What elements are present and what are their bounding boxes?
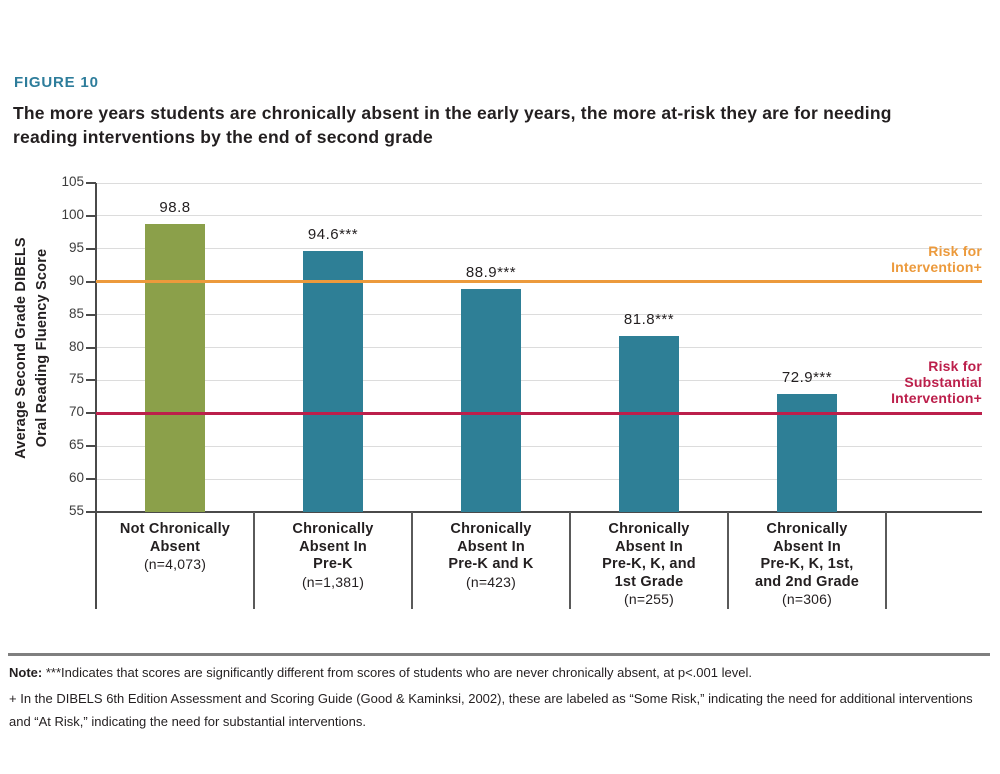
category-label-line: Absent In	[773, 538, 841, 555]
bar	[145, 223, 205, 512]
y-tick-label: 85	[68, 305, 84, 321]
gridline	[96, 314, 982, 316]
bar-value-label: 72.9***	[781, 369, 833, 387]
category-n-label: (n=1,381)	[301, 573, 365, 590]
bar-value-label: 94.6***	[307, 226, 359, 244]
category-label: Chronically Absent In Pre-K and K (n=423)	[412, 521, 570, 591]
y-tick	[86, 214, 96, 217]
reference-line-label-line: Risk for	[928, 242, 982, 259]
y-axis-line	[95, 183, 97, 609]
bar-value-label: 88.9***	[465, 263, 517, 281]
reference-line-label-line: Intervention+	[891, 390, 982, 407]
y-tick-label: 105	[61, 174, 84, 189]
figure-title-line2: reading interventions by the end of seco…	[13, 127, 433, 147]
category-label: Not Chronically Absent (n=4,073)	[96, 521, 254, 574]
category-label-line: Chronically	[450, 521, 532, 537]
category-divider	[885, 512, 887, 609]
category-n-label: (n=4,073)	[143, 556, 207, 572]
category-label-line: Absent In	[615, 538, 683, 555]
category-divider	[569, 512, 571, 609]
reference-line	[96, 280, 982, 284]
category-divider	[253, 512, 255, 609]
reference-line-label: Risk for Intervention+	[891, 243, 982, 275]
bar-value-label: 81.8***	[623, 310, 675, 328]
y-tick	[86, 478, 96, 481]
bar	[303, 251, 363, 512]
note-label: Note:	[9, 665, 43, 680]
category-n-label: (n=423)	[465, 573, 517, 590]
gridline	[96, 248, 982, 250]
y-axis-title-line: Oral Reading Fluency Score	[34, 248, 50, 448]
gridline	[96, 347, 982, 348]
notes-divider	[8, 653, 990, 656]
figure-label: FIGURE 10	[14, 74, 99, 91]
y-axis-title: Average Second Grade DIBELS Oral Reading …	[11, 183, 55, 513]
y-tick-label: 90	[68, 272, 84, 288]
y-tick-label: 100	[61, 206, 84, 222]
y-tick	[86, 346, 96, 349]
category-label-line: Chronically	[608, 521, 690, 537]
gridline	[96, 478, 982, 480]
gridline	[96, 215, 982, 217]
y-tick-label: 60	[68, 470, 84, 486]
note-dibels-line2: and “At Risk,” indicating the need for s…	[9, 713, 366, 729]
y-tick-label: 80	[68, 338, 84, 354]
note-significance-text: ***Indicates that scores are significant…	[42, 665, 752, 680]
bar	[461, 288, 521, 512]
category-label-line: 1st Grade	[614, 573, 684, 590]
reference-line-label-line: Risk for	[928, 358, 982, 375]
category-label-line: Absent	[149, 538, 201, 555]
y-tick	[86, 412, 96, 415]
y-tick-label: 95	[68, 239, 84, 255]
category-label-line: Pre-K	[313, 556, 353, 572]
bar-value-label: 98.8	[159, 198, 191, 216]
y-tick	[86, 280, 96, 283]
category-label: Chronically Absent In Pre-K, K, and 1st Gra…	[570, 521, 728, 609]
category-label-line: Pre-K, K, 1st,	[760, 556, 854, 572]
y-tick-label: 55	[68, 503, 84, 518]
category-label-line: Chronically	[766, 521, 848, 537]
y-tick	[86, 182, 96, 184]
reference-line-label: Risk for Substantial Intervention+	[891, 358, 982, 406]
category-label-line: Pre-K and K	[448, 556, 534, 572]
note-significance: Note: ***Indicates that scores are signi…	[9, 665, 994, 680]
category-n-label: (n=306)	[781, 591, 833, 607]
category-divider	[411, 512, 413, 609]
reference-line-label-line: Substantial	[904, 374, 982, 391]
reference-line	[96, 411, 982, 415]
category-label-line: Absent In	[457, 538, 525, 555]
category-n-label: (n=255)	[623, 591, 675, 607]
category-label-line: Chronically	[292, 521, 374, 537]
category-label-line: Not Chronically	[119, 521, 231, 537]
y-tick	[86, 445, 96, 448]
category-label-line: Pre-K, K, and	[602, 556, 696, 572]
category-label-line: and 2nd Grade	[754, 573, 860, 590]
y-tick-label: 70	[68, 404, 84, 420]
y-tick-label: 75	[68, 371, 84, 387]
bar	[619, 335, 679, 512]
y-tick	[86, 313, 96, 316]
category-label-line: Absent In	[299, 538, 367, 555]
category-divider	[727, 512, 729, 609]
note-dibels: + In the DIBELS 6th Edition Assessment a…	[9, 688, 1000, 733]
y-axis-title-line: Average Second Grade DIBELS	[13, 237, 29, 459]
category-label: Chronically Absent In Pre-K, K, 1st, and 2n…	[728, 521, 886, 609]
y-tick	[86, 379, 96, 382]
gridline	[96, 445, 982, 447]
reference-line-label-line: Intervention+	[891, 258, 982, 275]
category-label: Chronically Absent In Pre-K (n=1,381)	[254, 521, 412, 591]
y-tick	[86, 247, 96, 250]
y-tick-label: 65	[68, 437, 84, 453]
note-dibels-line1: + In the DIBELS 6th Edition Assessment a…	[9, 691, 973, 706]
figure-title: The more years students are chronically …	[13, 101, 892, 149]
gridline	[96, 182, 982, 184]
gridline	[96, 379, 982, 381]
figure-title-line1: The more years students are chronically …	[13, 103, 892, 123]
x-axis-line	[86, 511, 982, 513]
